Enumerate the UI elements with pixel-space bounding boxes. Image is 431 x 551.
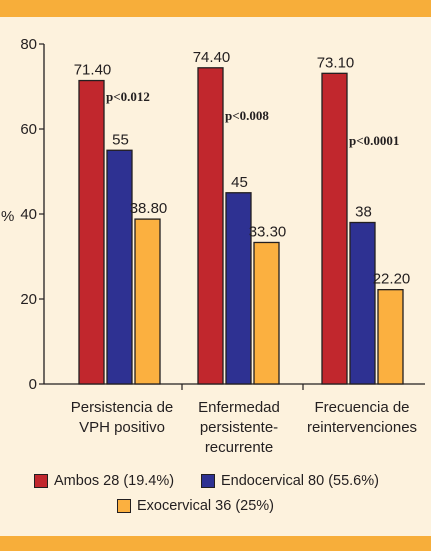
- legend-swatch-ambos: [34, 474, 48, 488]
- y-tick-label: 20: [20, 291, 37, 308]
- x-category-label: Frecuencia de: [314, 399, 409, 416]
- bottom-decorative-band: [0, 536, 431, 551]
- x-category-label: Enfermedad: [198, 399, 280, 416]
- bar-ambos: [197, 67, 224, 385]
- bar-exocervical: [134, 218, 161, 385]
- bar-value-label: 38.80: [130, 200, 168, 217]
- x-category-label: Persistencia de: [71, 399, 174, 416]
- bar-endocervical: [225, 192, 252, 385]
- p-value-annotation: p<0.008: [225, 108, 269, 123]
- bar-ambos: [78, 79, 105, 385]
- p-value-annotation: p<0.0001: [349, 133, 399, 148]
- bar-value-label: 33.30: [249, 223, 287, 240]
- y-axis-title: %: [1, 208, 14, 225]
- y-tick-label: 80: [20, 36, 37, 53]
- bar-exocervical: [253, 241, 280, 385]
- bar-value-label: 22.20: [373, 271, 411, 288]
- p-value-annotation: p<0.012: [106, 89, 150, 104]
- legend-swatch-endocervical: [201, 474, 215, 488]
- legend-label-endocervical: Endocervical 80 (55.6%): [221, 473, 379, 489]
- legend-item-ambos: Ambos 28 (19.4%): [34, 473, 174, 489]
- legend-item-exocervical: Exocervical 36 (25%): [117, 498, 274, 514]
- bar-ambos: [321, 72, 348, 385]
- bar-value-label: 73.10: [317, 54, 355, 71]
- bar-endocervical: [106, 149, 133, 385]
- legend-label-exocervical: Exocervical 36 (25%): [137, 498, 274, 514]
- legend-item-endocervical: Endocervical 80 (55.6%): [201, 473, 379, 489]
- x-category-label: reintervenciones: [307, 419, 417, 436]
- bar-value-label: 38: [355, 204, 372, 221]
- bar-value-label: 74.40: [193, 49, 231, 66]
- y-tick-label: 40: [20, 206, 37, 223]
- bar-value-label: 71.40: [74, 62, 112, 79]
- bar-value-label: 45: [231, 174, 248, 191]
- y-tick-label: 0: [29, 376, 37, 393]
- bar-value-label: 55: [112, 131, 129, 148]
- legend-swatch-exocervical: [117, 499, 131, 513]
- y-tick-label: 60: [20, 121, 37, 138]
- x-category-label: recurrente: [205, 439, 273, 456]
- bar-exocervical: [377, 288, 404, 385]
- bar-endocervical: [349, 221, 376, 385]
- legend-label-ambos: Ambos 28 (19.4%): [54, 473, 175, 489]
- top-decorative-band: [0, 0, 431, 17]
- x-category-label: VPH positivo: [79, 419, 165, 436]
- x-category-label: persistente-: [200, 419, 278, 436]
- bar-chart: 0 20 40 60 80% 71.40 55 38.80 p<0.012 74.40 45 33.3…: [1, 36, 425, 456]
